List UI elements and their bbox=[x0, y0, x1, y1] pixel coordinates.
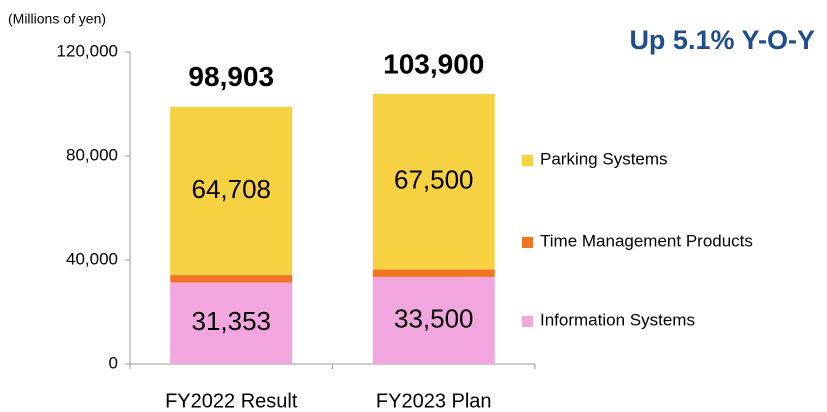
data-label: 64,708 bbox=[191, 174, 271, 204]
y-tick-label: 80,000 bbox=[66, 145, 118, 164]
legend-swatch bbox=[522, 316, 533, 327]
bar-segment bbox=[372, 276, 495, 364]
bar-segment bbox=[170, 282, 293, 364]
y-axis-label: (Millions of yen) bbox=[8, 11, 106, 27]
y-tick-label: 120,000 bbox=[57, 41, 118, 60]
y-tick-label: 0 bbox=[109, 353, 118, 372]
bar-segment bbox=[372, 93, 495, 270]
total-label: 103,900 bbox=[383, 48, 484, 79]
legend-label: Time Management Products bbox=[540, 231, 753, 250]
annotation: Up 5.1% Y-O-Y bbox=[629, 25, 815, 55]
total-label: 98,903 bbox=[188, 61, 274, 92]
y-tick-label: 40,000 bbox=[66, 249, 118, 268]
bar-segment bbox=[372, 269, 495, 277]
legend-label: Parking Systems bbox=[540, 149, 668, 168]
data-label: 33,500 bbox=[394, 303, 474, 333]
legend-label: Information Systems bbox=[540, 310, 695, 329]
legend-swatch bbox=[522, 237, 533, 248]
bar-segment bbox=[170, 275, 293, 283]
x-tick-label: FY2022 Result bbox=[165, 390, 298, 412]
data-label: 67,500 bbox=[394, 164, 474, 194]
legend-swatch bbox=[522, 155, 533, 166]
bar-segment bbox=[170, 106, 293, 276]
data-label: 31,353 bbox=[191, 306, 271, 336]
x-tick-label: FY2023 Plan bbox=[376, 390, 492, 412]
